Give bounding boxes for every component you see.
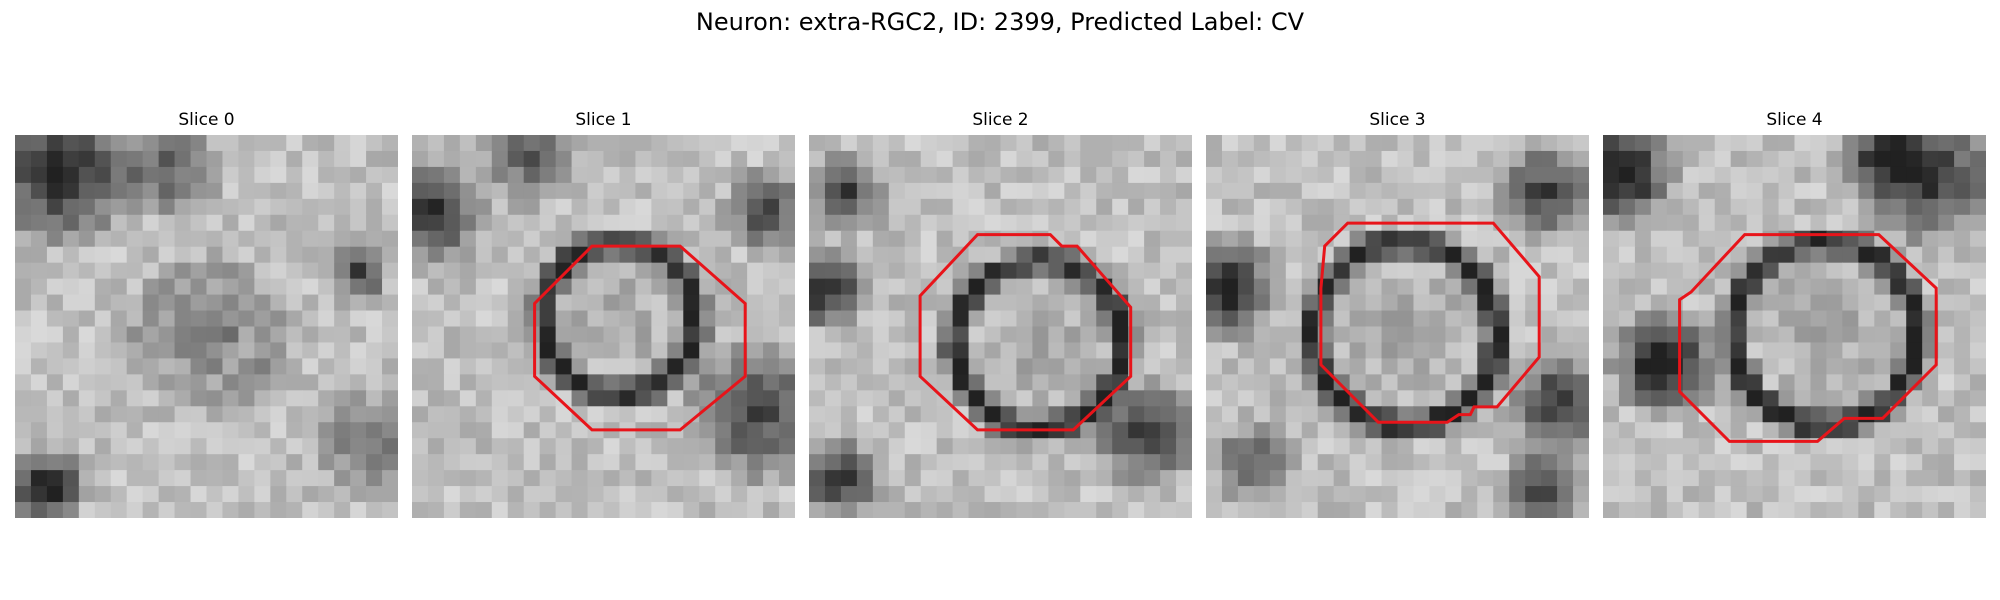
slice-title-1: Slice 1 xyxy=(412,108,795,132)
slice-panel-0: Slice 0 xyxy=(15,108,398,520)
slice-title-3: Slice 3 xyxy=(1206,108,1589,132)
slice-image-3 xyxy=(1206,135,1589,518)
slice-panel-1: Slice 1 xyxy=(412,108,795,520)
slice-image-2 xyxy=(809,135,1192,518)
slice-title-4: Slice 4 xyxy=(1603,108,1986,132)
slice-image-4 xyxy=(1603,135,1986,518)
slice-title-2: Slice 2 xyxy=(809,108,1192,132)
slice-image-1 xyxy=(412,135,795,518)
slice-panel-3: Slice 3 xyxy=(1206,108,1589,520)
slice-image-0 xyxy=(15,135,398,518)
slice-panel-4: Slice 4 xyxy=(1603,108,1986,520)
slice-title-0: Slice 0 xyxy=(15,108,398,132)
slice-panel-2: Slice 2 xyxy=(809,108,1192,520)
figure-title: Neuron: extra-RGC2, ID: 2399, Predicted … xyxy=(0,6,2000,38)
